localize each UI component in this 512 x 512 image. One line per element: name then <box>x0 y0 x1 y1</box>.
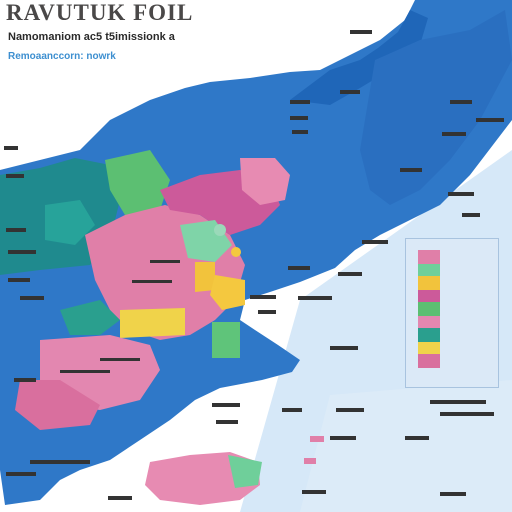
region-teal-south[interactable] <box>60 300 120 335</box>
landmass-east-coast <box>360 10 512 205</box>
map-title: RAVUTUK FOIL <box>6 0 194 25</box>
inset-legend-strip <box>418 250 440 380</box>
region-pink-north[interactable] <box>240 158 290 205</box>
region-green-south[interactable] <box>212 322 240 358</box>
region-green-west[interactable] <box>105 150 170 215</box>
island-south-green <box>228 455 262 488</box>
sea-southeast <box>300 380 512 512</box>
map-labels <box>4 30 504 500</box>
map-legend-text: Remoaanccorn: nowrk <box>8 51 116 62</box>
region-yellow-center[interactable] <box>195 262 215 292</box>
region-yellow-south[interactable] <box>120 308 185 338</box>
region-highlights <box>214 224 324 464</box>
region-pink-lowlands[interactable] <box>15 380 100 430</box>
landmass-north-arc <box>290 10 428 105</box>
region-teal-bay <box>45 200 95 245</box>
region-yellow-east[interactable] <box>210 275 245 310</box>
map-subtitle: Namomaniom ac5 t5imissionk a <box>8 31 175 43</box>
